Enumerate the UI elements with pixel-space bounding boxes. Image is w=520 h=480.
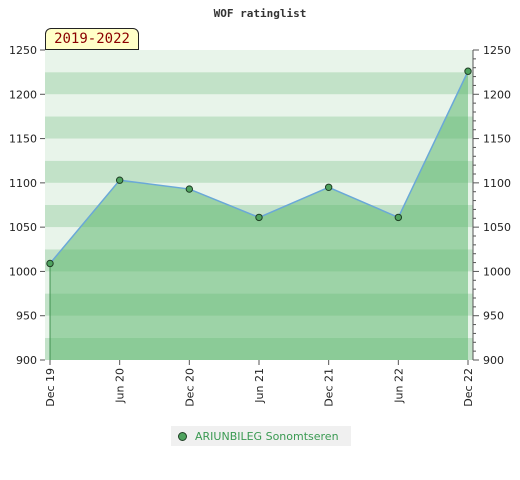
legend-label: ARIUNBILEG Sonomtseren — [195, 429, 339, 443]
x-tick-label: Jun 21 — [253, 368, 266, 404]
period-badge: 2019-2022 — [45, 28, 139, 50]
legend-marker-icon — [178, 431, 187, 441]
data-point[interactable] — [394, 213, 403, 222]
background-band — [45, 94, 473, 117]
y-tick-label-right: 1000 — [483, 265, 511, 278]
data-point[interactable] — [255, 213, 263, 222]
y-tick-label-left: 950 — [16, 310, 37, 323]
y-tick-label-left: 1200 — [9, 88, 37, 101]
y-tick-label-left: 900 — [16, 354, 37, 367]
right-axis — [472, 49, 479, 361]
x-tick-label: Jun 20 — [114, 368, 127, 404]
series-area — [50, 71, 468, 360]
chart-title: WOF ratinglist — [214, 7, 307, 20]
y-tick-label-left: 1000 — [9, 265, 37, 278]
y-tick-label-left: 1250 — [9, 44, 37, 57]
data-point[interactable] — [185, 185, 194, 193]
y-tick-label-right: 1250 — [483, 44, 511, 57]
data-point[interactable] — [46, 259, 54, 268]
data-point[interactable] — [324, 183, 333, 191]
data-point[interactable] — [464, 67, 472, 75]
y-tick-label-right: 950 — [483, 310, 504, 323]
background-band — [45, 138, 473, 161]
y-tick-label-left: 1150 — [9, 133, 37, 146]
left-axis-ticks: 900 950 1000 1050 1100 1150 1200 1250 — [9, 44, 45, 367]
x-tick-label: Dec 19 — [44, 368, 57, 407]
y-tick-label-left: 1100 — [9, 177, 37, 190]
x-axis-ticks: Dec 19 Jun 20 Dec 20 Jun 21 Dec 21 Jun 22 Dec … — [44, 360, 475, 407]
y-tick-label-right: 1050 — [483, 221, 511, 234]
background-band — [45, 50, 473, 73]
data-point[interactable] — [115, 176, 124, 184]
background-band — [45, 116, 473, 139]
y-tick-label-left: 1050 — [9, 221, 37, 234]
data-points — [46, 67, 472, 268]
y-tick-label-right: 1150 — [483, 133, 511, 146]
right-axis-ticks: 900 950 1000 1050 1100 1150 1200 1250 — [483, 44, 511, 367]
x-tick-label: Dec 20 — [183, 368, 196, 407]
x-tick-label: Dec 21 — [323, 368, 336, 407]
background-band — [45, 160, 473, 183]
y-tick-label-right: 1100 — [483, 177, 511, 190]
x-tick-label: Jun 22 — [392, 368, 405, 404]
legend[interactable]: ARIUNBILEG Sonomtseren — [171, 426, 351, 446]
y-tick-label-right: 1200 — [483, 88, 511, 101]
background-band — [45, 72, 473, 95]
y-tick-label-right: 900 — [483, 354, 504, 367]
x-tick-label: Dec 22 — [462, 368, 475, 407]
